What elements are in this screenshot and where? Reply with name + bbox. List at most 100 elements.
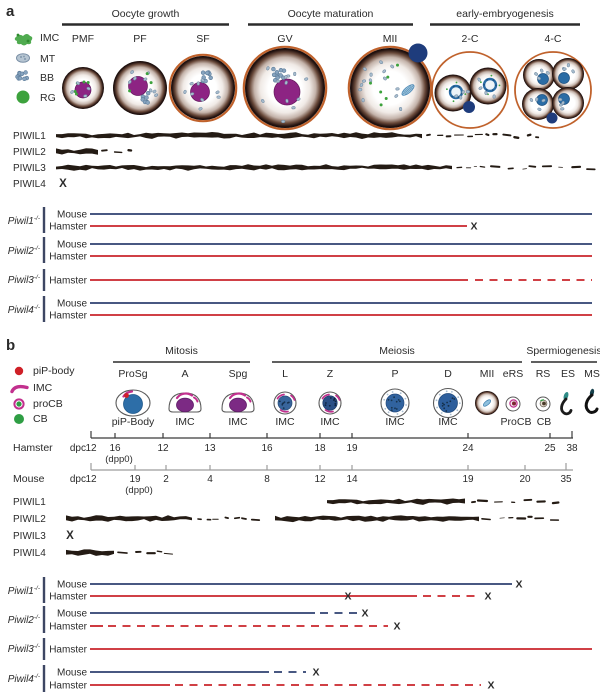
axis-tick-label: 25 (544, 443, 556, 454)
cell-rs (535, 396, 551, 412)
axis-tick-label: 18 (314, 443, 326, 454)
gene-label: Piwil4-/- (8, 673, 41, 685)
species-label: Hamster (49, 252, 87, 263)
arrest-marker: X (487, 680, 494, 692)
imc-crescent (122, 390, 134, 398)
imc-crescent (335, 394, 341, 401)
axis-species-label: Mouse (13, 473, 45, 485)
species-label: Hamster (49, 681, 87, 692)
axis-tick-label: 13 (204, 443, 216, 454)
blastomere (552, 58, 584, 90)
expression-bar-fade (233, 516, 241, 520)
cell-a-spermatogonium (168, 392, 202, 413)
panel-b-stage-labels: ProSg A Spg L Z P D MII eRS RS ES MS (118, 368, 599, 380)
imc-crescent-icon (10, 384, 29, 394)
gene-label: Piwil2-/- (8, 245, 41, 257)
axis-tick-label: 14 (346, 474, 358, 485)
arrest-marker: X (484, 591, 491, 603)
stage-label: 2-C (462, 33, 479, 45)
sperm-tail (584, 393, 599, 414)
panel-a-label: a (6, 3, 15, 20)
stage-label: eRS (503, 368, 523, 380)
axis-tick-label: 16 (261, 443, 273, 454)
cell-mii-spermatocyte (475, 391, 499, 415)
expression-bar (275, 515, 479, 523)
cell-diplotene (432, 387, 464, 419)
arrest-marker: X (344, 591, 351, 603)
axis-tick-label: 4 (207, 474, 213, 485)
axis-tick-label: 24 (462, 443, 474, 454)
expression-bar-fade (426, 133, 431, 137)
axis-tick-label: 12 (314, 474, 326, 485)
polar-body (463, 101, 475, 113)
expression-bar-fade (522, 168, 527, 170)
cell-prosg (115, 389, 151, 417)
protein-label: PIWIL3 (13, 531, 46, 542)
imc-crescent (276, 393, 285, 400)
cell-ers (505, 396, 521, 412)
phase-title: early-embryogenesis (456, 8, 553, 20)
pip-body-icon (14, 366, 24, 376)
cell-annotation-label: CB (537, 416, 552, 428)
stage-label: MII (383, 33, 398, 45)
expression-bar-fade (513, 135, 520, 140)
developmental-timelines: Hamster dpc 12 16(dpp0)12 13 16 18 19 24 25 38Mous… (13, 431, 578, 496)
expression-bar (56, 148, 98, 155)
imc-icon (14, 33, 33, 46)
gene-label: Piwil4-/- (8, 304, 41, 316)
axis-tick-label: 19 (346, 443, 358, 454)
blastomere (434, 74, 472, 112)
species-label: Mouse (57, 668, 87, 679)
expression-bar-fade (528, 165, 537, 168)
polar-body (546, 112, 558, 124)
legend-label: RG (40, 92, 56, 104)
phase-title: Mitosis (165, 345, 198, 357)
oocyte-pf (113, 61, 167, 115)
imc-crescent (193, 396, 199, 403)
stage-label: Z (327, 368, 334, 380)
oocyte-sf (168, 53, 238, 123)
cell-annotation-label: IMC (228, 416, 248, 428)
arrest-marker: X (59, 178, 67, 190)
gene-label: Piwil1-/- (8, 215, 41, 227)
panel-a-expression: PIWIL1 PIWIL2 PIWIL3 PIWIL4 X (13, 131, 596, 190)
mt-icon (16, 53, 30, 63)
expression-bar-fade (156, 550, 163, 553)
axis-tick-label: 12 (85, 474, 97, 485)
stage-label: ES (561, 368, 575, 380)
phase-title: Spermiogenesis (526, 345, 600, 357)
phase-title: Oocyte maturation (288, 8, 374, 20)
sperm-tail (560, 397, 573, 416)
nucleus (123, 394, 143, 414)
axis-unit-label: dpc (70, 474, 86, 485)
expression-bar-fade (526, 133, 532, 137)
oocyte-mii (347, 43, 433, 131)
stage-label: PMF (72, 33, 94, 45)
expression-bar-fade (117, 551, 128, 554)
stage-label: 4-C (545, 33, 562, 45)
expression-bar-fade (490, 165, 501, 168)
polar-body (408, 43, 428, 63)
panel-b-label: b (6, 337, 15, 354)
stage-label: D (444, 368, 452, 380)
gene-label: Piwil3-/- (8, 274, 41, 286)
embryo-2c (431, 51, 509, 129)
axis-tick-label: 16 (109, 443, 121, 454)
imc-crescent (324, 409, 334, 413)
zona-ring (242, 45, 328, 131)
protein-label: PIWIL4 (13, 179, 46, 190)
stage-label: L (282, 368, 288, 380)
stage-label: GV (277, 33, 292, 45)
gene-label: Piwil3-/- (8, 643, 41, 655)
meiotic-spindle (482, 399, 492, 407)
stage-label: RS (536, 368, 551, 380)
species-label: Mouse (57, 240, 87, 251)
cell-annotation-label: piP-Body (112, 416, 155, 428)
axis-dpp0-label: (dpp0) (105, 454, 132, 465)
arrest-marker: X (515, 579, 522, 591)
axis-unit-label: dpc (70, 443, 86, 454)
legend-label: piP-body (33, 365, 75, 377)
cell-annotation-label: IMC (320, 416, 340, 428)
panel-b-cell-annotations: piP-Body IMC IMC IMC IMC IMC IMC ProCB CB (112, 416, 552, 428)
